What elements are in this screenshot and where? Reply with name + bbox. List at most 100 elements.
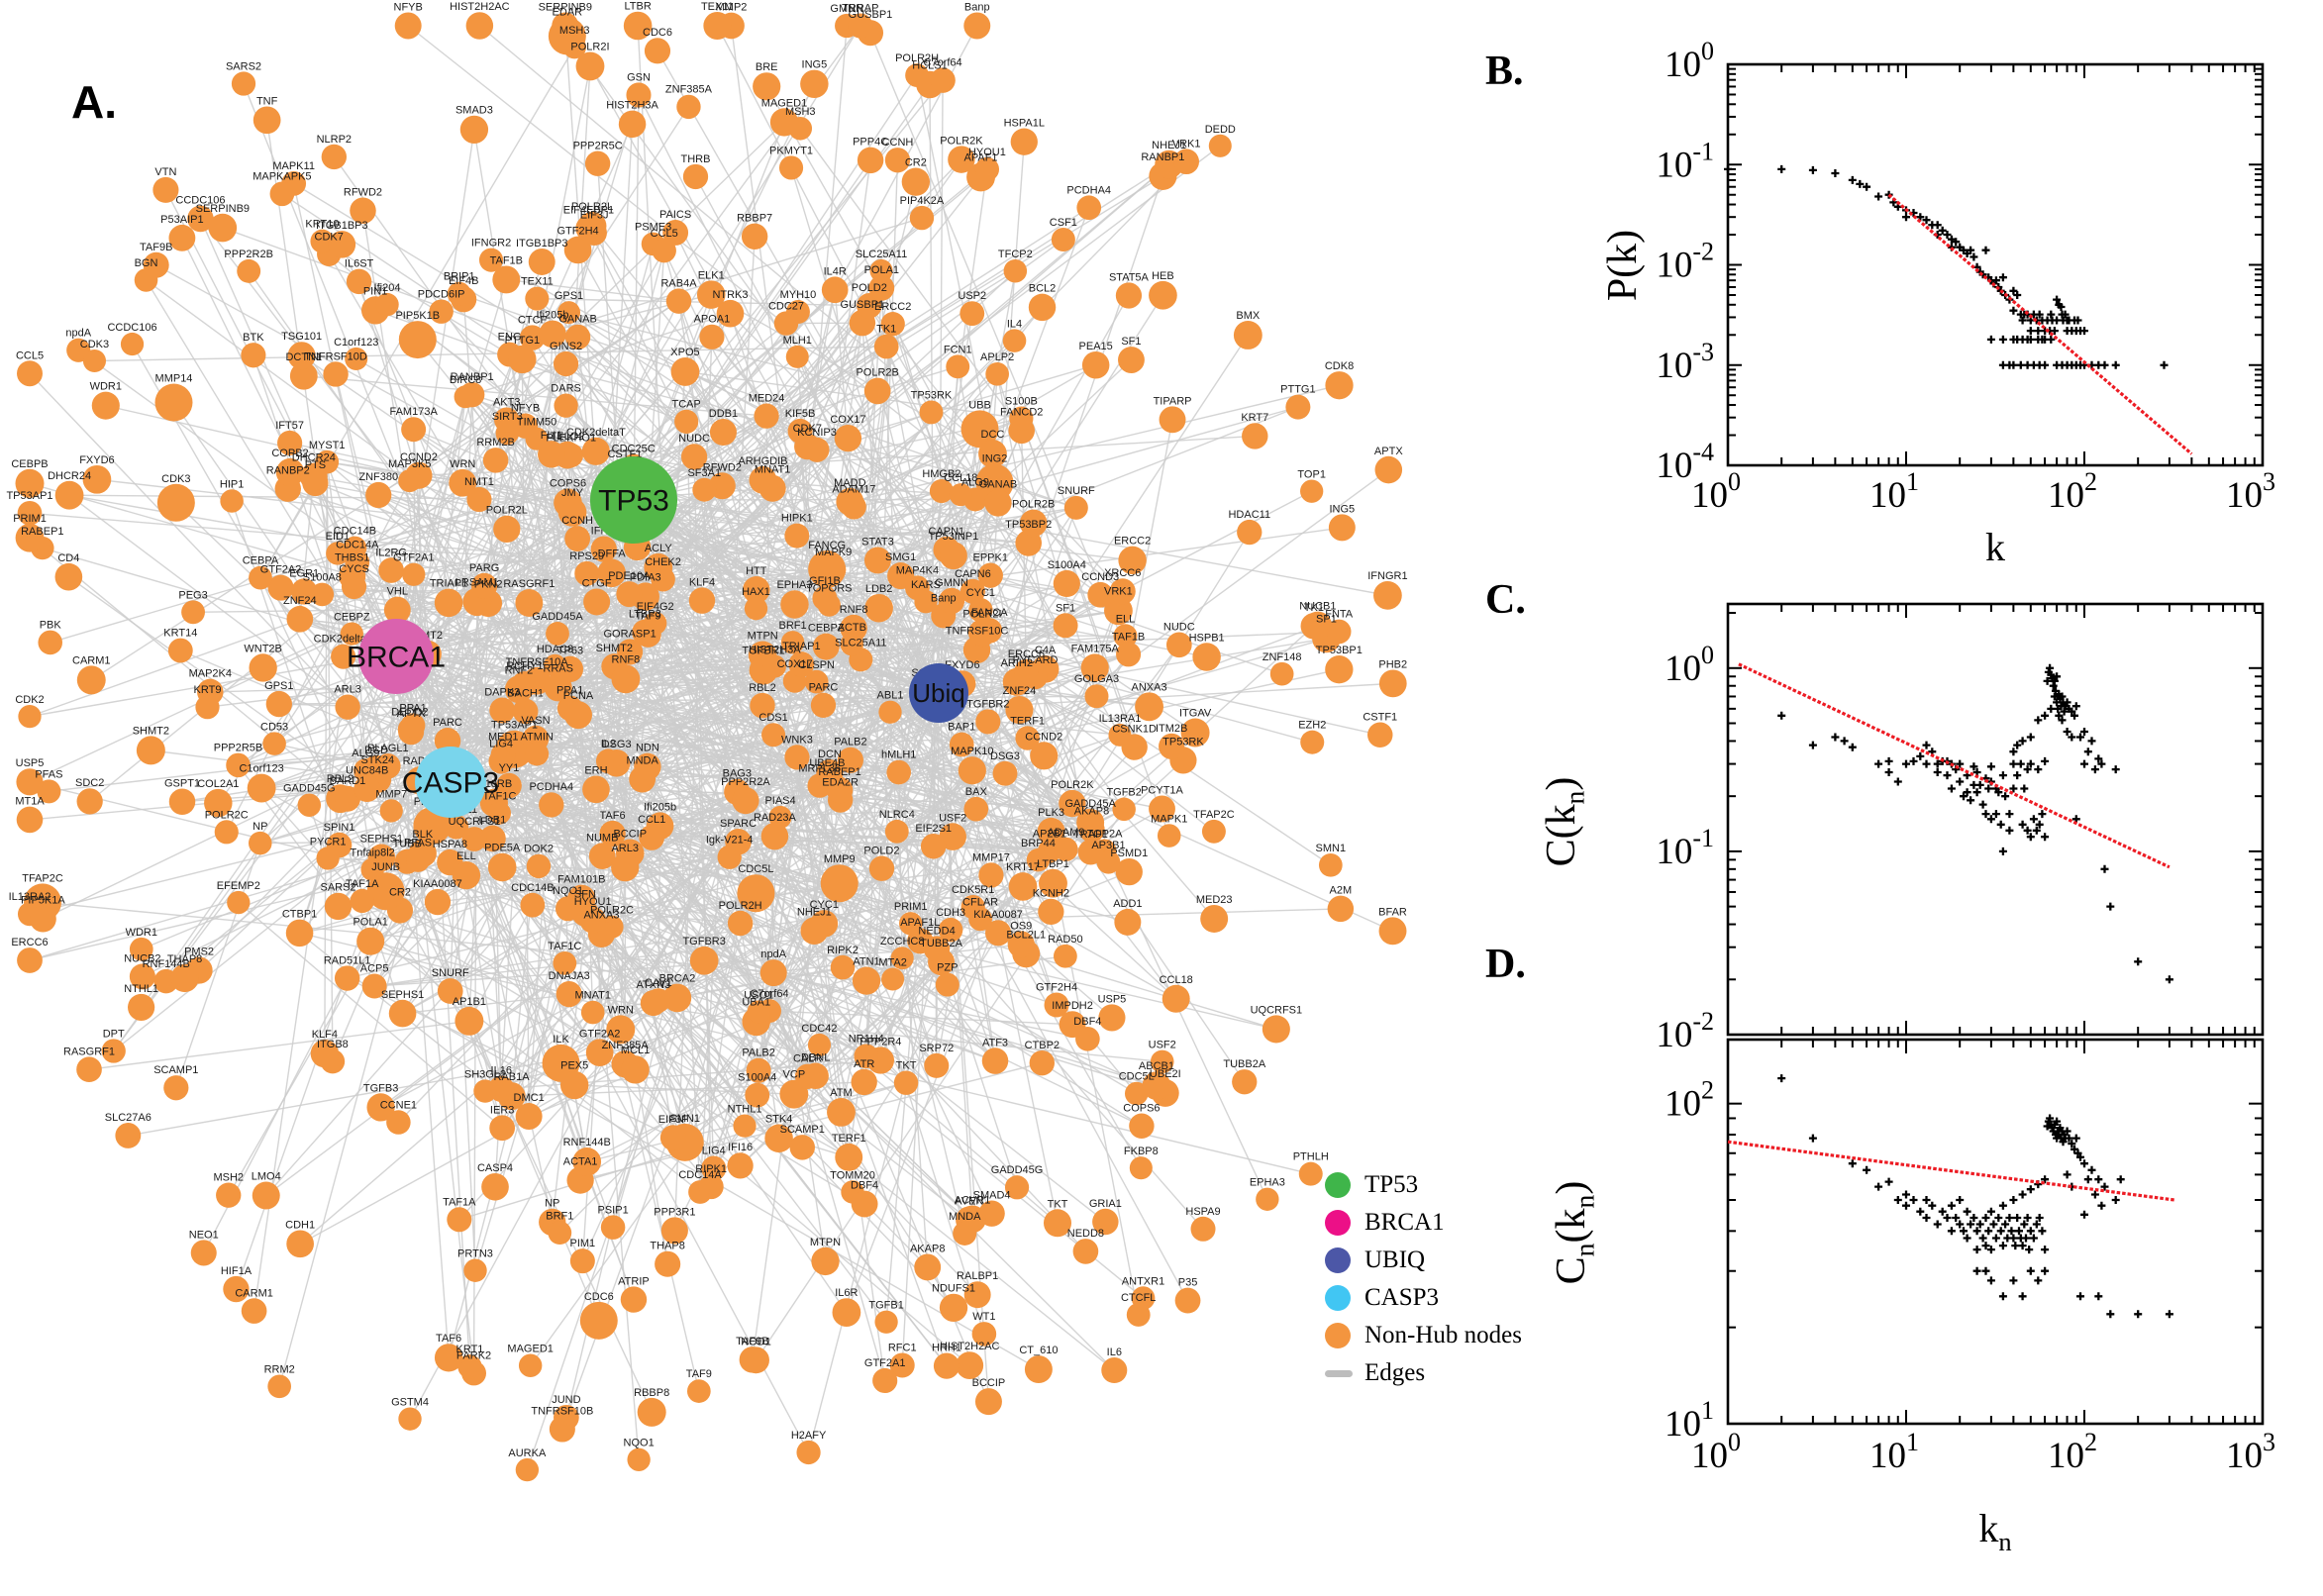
node-label: NLRC4 <box>879 809 915 821</box>
node-label: WRN <box>608 1004 634 1016</box>
node-label: IFNGR1 <box>1367 570 1407 582</box>
node-swatch-icon <box>1325 1323 1351 1348</box>
network-node <box>29 905 56 933</box>
edge <box>337 453 553 554</box>
node-label: CDC6 <box>643 27 672 39</box>
node-label: POLR2B <box>856 367 898 379</box>
node-label: MED24 <box>749 393 785 405</box>
hub-edge <box>395 655 948 1367</box>
network-node <box>909 205 935 231</box>
node-label: SPARC <box>720 818 757 830</box>
legend-label: CASP3 <box>1364 1284 1440 1311</box>
node-label: BCL2 <box>1029 283 1057 295</box>
tick-label: 10-3 <box>1656 338 1714 386</box>
node-label: ARL3 <box>611 843 639 854</box>
node-label: NUCB2 <box>124 952 160 964</box>
node-label: PTHLH <box>1293 1151 1329 1163</box>
network-node <box>753 72 781 101</box>
network-node <box>1298 1161 1323 1186</box>
node-label: BGN <box>135 257 158 269</box>
node-label: PAICS <box>659 209 691 221</box>
network-node <box>556 301 581 325</box>
node-label: GTF2A1 <box>864 1357 906 1369</box>
edge <box>1127 419 1173 655</box>
network-node <box>754 403 779 429</box>
node-label: AKAP8 <box>910 1244 945 1255</box>
node-label: MAPK1 <box>1151 813 1187 825</box>
node-label: RFC1 <box>888 1342 917 1353</box>
node-label: RABEP1 <box>818 766 860 778</box>
node-label: GADD45G <box>991 1164 1044 1176</box>
network-node <box>449 468 477 497</box>
ppi-network-panel: TP53RK KIAA0087 THAP8 CDC14B CDC14A MAGED1 DHC… <box>6 1 1408 1482</box>
node-label: POLR2K <box>1051 779 1094 791</box>
node-label: CDK5R1 <box>952 884 994 896</box>
hub-edge <box>633 499 1045 756</box>
node-label: TOP1 <box>1297 469 1326 481</box>
edge <box>356 336 579 563</box>
edge <box>663 249 841 884</box>
network-node <box>956 1351 984 1380</box>
node-label: HIST2H3A <box>749 644 801 655</box>
edge <box>625 678 817 1077</box>
node-label: RASGRF1 <box>63 1046 115 1057</box>
node-label: NTHL1 <box>728 1104 762 1116</box>
network-node <box>919 400 944 425</box>
edge <box>1035 676 1121 736</box>
hub-edge <box>483 585 940 694</box>
network-node <box>16 806 44 834</box>
node-label: PDE10A <box>608 570 651 582</box>
network-node <box>324 892 353 921</box>
network-node <box>277 430 303 455</box>
node-label: RRM2 <box>264 1364 295 1376</box>
node-label: VASN <box>521 715 550 727</box>
network-node <box>1157 824 1181 848</box>
network-node <box>874 1310 898 1334</box>
network-node <box>375 292 399 317</box>
network-node <box>872 1367 898 1394</box>
node-label: ITGB1BP3 <box>516 238 568 249</box>
node-label: TERF1 <box>1010 715 1045 727</box>
node-swatch-icon <box>1325 1210 1351 1236</box>
network-node <box>1084 684 1109 709</box>
network-node <box>226 752 251 778</box>
network-node <box>512 698 539 725</box>
network-node <box>434 588 463 618</box>
node-label: POLD2 <box>852 282 887 294</box>
network-node <box>249 831 272 855</box>
node-label: IL6R <box>835 1287 858 1299</box>
node-label: BRP44 <box>1021 838 1056 849</box>
edge <box>536 752 770 1012</box>
node-label: KLF4 <box>312 1029 338 1041</box>
network-node <box>1002 329 1027 352</box>
edge <box>500 760 678 999</box>
hub-edge <box>614 665 940 694</box>
network-node <box>978 862 1004 888</box>
network-node <box>789 1135 815 1160</box>
fit-line <box>1727 1140 2175 1202</box>
node-label: TERF1 <box>832 1133 866 1145</box>
network-node <box>508 345 537 374</box>
network-node <box>810 692 837 718</box>
node-label: USF2 <box>1149 1040 1176 1051</box>
node-label: EPHA3 <box>776 579 812 591</box>
network-node <box>924 1052 950 1078</box>
node-label: SHMT2 <box>596 643 633 654</box>
network-node <box>356 927 385 955</box>
node-label: HSPA9 <box>1185 1206 1220 1218</box>
node-label: AVEN <box>955 1196 983 1208</box>
network-node <box>1024 1355 1053 1384</box>
scatter-markers <box>1724 164 2169 369</box>
network-node <box>1237 519 1262 546</box>
edge <box>610 501 990 1402</box>
node-label: CCL5 <box>651 228 678 240</box>
node-label: GTF2A2 <box>579 1028 621 1040</box>
node-label: USP2 <box>958 290 986 302</box>
node-label: PSIP1 <box>598 1204 629 1216</box>
network-node <box>227 890 251 915</box>
node-label: NDN <box>636 743 659 754</box>
node-label: SLC25A11 <box>856 249 907 260</box>
node-label: CSTF1 <box>1363 712 1397 724</box>
node-label: TNFRSF10C <box>946 626 1009 638</box>
network-node <box>525 286 550 311</box>
